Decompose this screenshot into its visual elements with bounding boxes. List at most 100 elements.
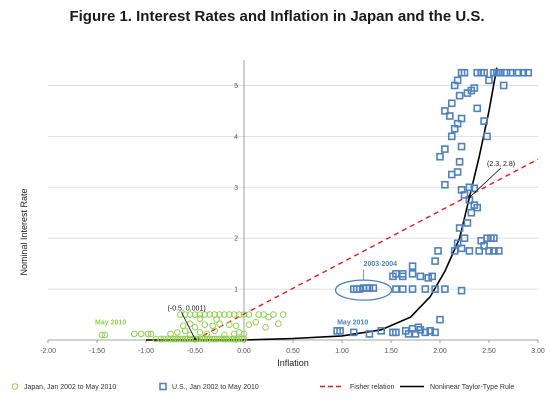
us-point [436,315,444,324]
us-point [453,76,462,85]
series-lines [146,67,539,341]
japan-point [232,322,240,330]
x-tick-label: 2.00 [433,348,447,355]
japan-point [179,335,187,343]
x-tick-label: -1.00 [138,348,154,355]
us-point [408,285,417,293]
x-tick-label: 2.50 [482,348,496,355]
japan-point [221,311,228,318]
japan-point [98,331,106,339]
us-point [447,132,456,141]
japan-point [172,335,179,343]
japan-point [221,331,228,339]
us-point [480,242,488,250]
japan-point [206,311,213,318]
us-point [460,234,469,242]
axes [47,60,539,343]
japan-point [216,335,223,343]
legend-label: U.S., Jan 2002 to May 2010 [172,384,259,391]
y-tick-label: 2 [234,236,238,243]
japan-point [252,318,260,326]
us-point [465,183,474,192]
japan-point [137,330,145,338]
japan-point [181,335,189,343]
y-tick-label: 4 [234,134,238,141]
japan-point [196,315,204,322]
japan-point [130,330,138,338]
japan-point [203,330,211,338]
japan-point [240,335,248,343]
legend-marker-us [159,382,167,391]
japan-point [186,335,194,343]
us-point [490,247,498,255]
japan-point [270,311,277,318]
annotation-arrowhead [468,196,471,199]
us-point [436,152,444,161]
japan-point [245,311,253,318]
data-points [98,68,533,343]
x-tick-label: 3.00 [531,348,545,355]
japan-point [255,311,263,318]
japan-point [206,335,213,343]
us-point [485,76,493,85]
us-point [483,132,491,141]
us-point [453,239,462,248]
highlight-ellipse [334,279,393,301]
x-tick-label: 0.00 [237,348,251,355]
us-point [431,285,439,293]
us-point [455,158,464,166]
japan-point [235,311,243,318]
japan-point [191,335,199,343]
us-point [470,84,479,92]
us-point [475,247,484,255]
japan-point [196,335,204,343]
us-point [355,285,364,293]
us-point [392,270,400,278]
us-point [404,330,413,338]
japan-point [226,321,233,329]
us-point [453,168,462,176]
japan-point [167,335,174,343]
us-point [457,142,466,151]
us-point [514,68,523,77]
annotation-arrow [181,312,196,340]
us-point [441,285,449,293]
japan-point [262,323,269,331]
japan-point [152,335,160,343]
japan-point [230,311,238,318]
us-point [483,234,491,242]
us-point [485,247,493,255]
us-point [455,224,464,232]
japan-point [240,311,248,318]
japan-point [179,322,187,330]
x-tick-label: 1.50 [384,348,398,355]
us-point [365,330,374,338]
x-tick-label: 1.00 [335,348,349,355]
series-line-nonlinear-taylor-type-rule [146,67,498,341]
japan-point [226,311,233,318]
us-point [470,184,479,193]
annotation-label: May 2010 [95,320,126,327]
annotation-label: (-0.5, 0.001) [168,305,206,312]
legend-label: Fisher relation [350,384,394,391]
japan-point [209,335,216,343]
x-tick-label: -0.50 [187,348,203,355]
us-point [450,247,459,255]
japan-point [201,321,209,329]
japan-point [101,331,109,339]
us-point [349,328,358,337]
x-axis-label: Inflation [277,358,309,368]
us-point [408,270,417,278]
us-point [365,284,374,292]
us-point [445,112,454,120]
us-point [490,234,498,242]
annotation-arrowhead [193,337,197,341]
us-point [473,104,482,113]
series-line-fisher-relation [194,158,539,341]
annotation-label: 2003-2004 [364,261,398,268]
annotation-arrow [469,167,502,198]
us-point [377,327,386,335]
japan-point [226,335,233,343]
japan-point [275,320,282,328]
